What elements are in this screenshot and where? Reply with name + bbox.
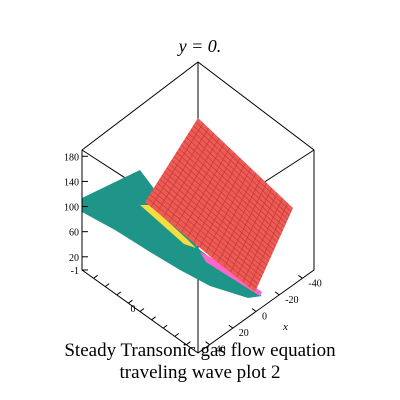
caption-line-2: traveling wave plot 2 (119, 362, 281, 383)
mesh-line (152, 190, 261, 281)
mesh-line (164, 171, 270, 262)
z-tick-label: -1 (71, 266, 79, 277)
x-axis: -40 -20 0 20 40 x (205, 274, 322, 356)
mesh-line (176, 152, 278, 243)
mesh-line (178, 148, 280, 239)
x-tick-label: -40 (308, 278, 321, 289)
y-tick-mark (186, 341, 191, 346)
mesh-line (183, 140, 283, 232)
z-tick-label: 60 (69, 228, 79, 239)
surface-mesh (147, 121, 292, 289)
mesh-line (156, 182, 264, 274)
y-tick-label: 0 (131, 304, 136, 315)
z-axis: 180 140 100 60 20 -1 (64, 150, 88, 277)
x-tick-mark (205, 341, 210, 346)
x-tick-label: 0 (262, 312, 267, 323)
x-tick-mark (251, 308, 257, 312)
surface-yellow-stripe (140, 205, 196, 248)
mesh-line (195, 121, 292, 213)
y-tick-mark (116, 291, 122, 296)
plot-title: y = 0. (177, 36, 222, 56)
x-tick-label: -20 (285, 295, 298, 306)
mesh-line (159, 178, 266, 270)
mesh-line (171, 159, 275, 251)
mesh-line (154, 186, 263, 277)
mesh-line (173, 155, 276, 247)
y-tick-mark (174, 332, 180, 337)
z-tick-label: 140 (64, 177, 79, 188)
x-tick-mark (298, 274, 303, 279)
y-tick-mark (104, 283, 110, 288)
z-tick-label: 20 (69, 253, 79, 264)
y-tick-mark (151, 316, 156, 321)
x-tick-label: 40 (216, 345, 226, 356)
mesh-line (185, 136, 285, 228)
caption-line-1: Steady Transonic gas flow equation (64, 340, 336, 361)
mesh-line (192, 125, 290, 216)
mesh-line (180, 144, 282, 235)
mesh-line (149, 194, 259, 285)
y-tick-mark (93, 274, 98, 279)
mesh-line (190, 129, 289, 220)
x-tick-label: 20 (239, 328, 249, 339)
y-tick-mark (139, 308, 145, 312)
mesh-line (147, 197, 257, 289)
surface-red-plane (145, 118, 293, 292)
figure-caption: Steady Transonic gas flow equation trave… (0, 340, 400, 384)
x-tick-mark (274, 291, 280, 296)
y-tick-mark (162, 324, 168, 329)
z-tick-label: 100 (64, 203, 79, 214)
x-axis-label: x (282, 321, 288, 333)
mesh-line (161, 175, 268, 266)
y-axis: 0 (93, 274, 191, 346)
mesh-line (188, 133, 287, 224)
x-tick-mark (228, 324, 234, 329)
z-tick-label: 180 (64, 152, 79, 163)
mesh-line (168, 163, 273, 255)
y-tick-mark (128, 299, 133, 304)
mesh-line (166, 167, 271, 258)
